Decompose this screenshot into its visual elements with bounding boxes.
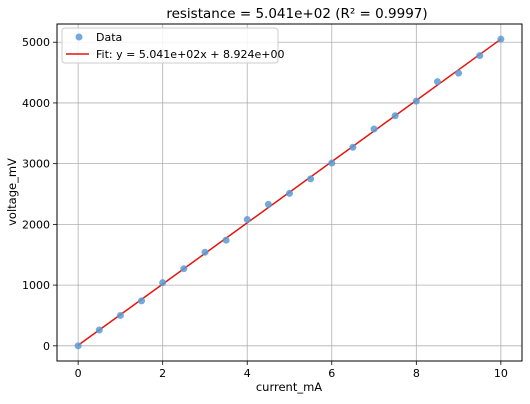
data-point xyxy=(243,216,251,224)
y-tick-label: 1000 xyxy=(22,279,50,292)
data-point xyxy=(222,236,230,244)
data-point xyxy=(201,248,209,256)
x-tick-label: 4 xyxy=(244,367,251,380)
chart-title: resistance = 5.041e+02 (R² = 0.9997) xyxy=(166,6,427,22)
data-point xyxy=(476,52,484,60)
y-axis-label: voltage_mV xyxy=(5,158,19,226)
data-point xyxy=(307,175,315,183)
plot-frame xyxy=(56,23,523,362)
y-tick-label: 2000 xyxy=(22,218,50,231)
y-tick-label: 5000 xyxy=(22,36,50,49)
y-tick-label: 0 xyxy=(43,340,50,353)
data-point xyxy=(370,125,378,133)
data-point xyxy=(286,189,293,197)
data-point xyxy=(95,326,103,334)
data-point xyxy=(328,159,336,167)
x-tick-label: 8 xyxy=(413,367,420,380)
data-point xyxy=(180,265,188,273)
x-axis-label: current_mA xyxy=(256,380,322,394)
data-point xyxy=(74,342,82,350)
data-point xyxy=(159,279,167,287)
legend-data-marker xyxy=(75,33,83,41)
data-point xyxy=(116,311,124,319)
data-point xyxy=(264,200,272,208)
data-point xyxy=(412,97,420,105)
axis-ticks: 0 2 4 6 8 10 0 1000 2000 3000 4000 5000 xyxy=(22,36,508,380)
data-points xyxy=(74,35,505,350)
x-tick-label: 0 xyxy=(75,367,82,380)
x-tick-label: 6 xyxy=(328,367,335,380)
x-tick-label: 10 xyxy=(494,367,508,380)
data-point xyxy=(455,69,463,77)
legend: Data Fit: y = 5.041e+02x + 8.924e+00 xyxy=(61,27,284,64)
legend-fit-label: Fit: y = 5.041e+02x + 8.924e+00 xyxy=(96,48,284,61)
grid xyxy=(57,24,522,361)
data-point xyxy=(497,35,505,43)
legend-data-label: Data xyxy=(96,31,122,44)
x-tick-label: 2 xyxy=(159,367,166,380)
y-tick-label: 4000 xyxy=(22,97,50,110)
data-point xyxy=(433,78,441,86)
data-point xyxy=(138,297,146,305)
legend-box xyxy=(61,27,279,64)
y-tick-label: 3000 xyxy=(22,158,50,171)
data-point xyxy=(349,143,357,151)
data-point xyxy=(391,112,399,120)
